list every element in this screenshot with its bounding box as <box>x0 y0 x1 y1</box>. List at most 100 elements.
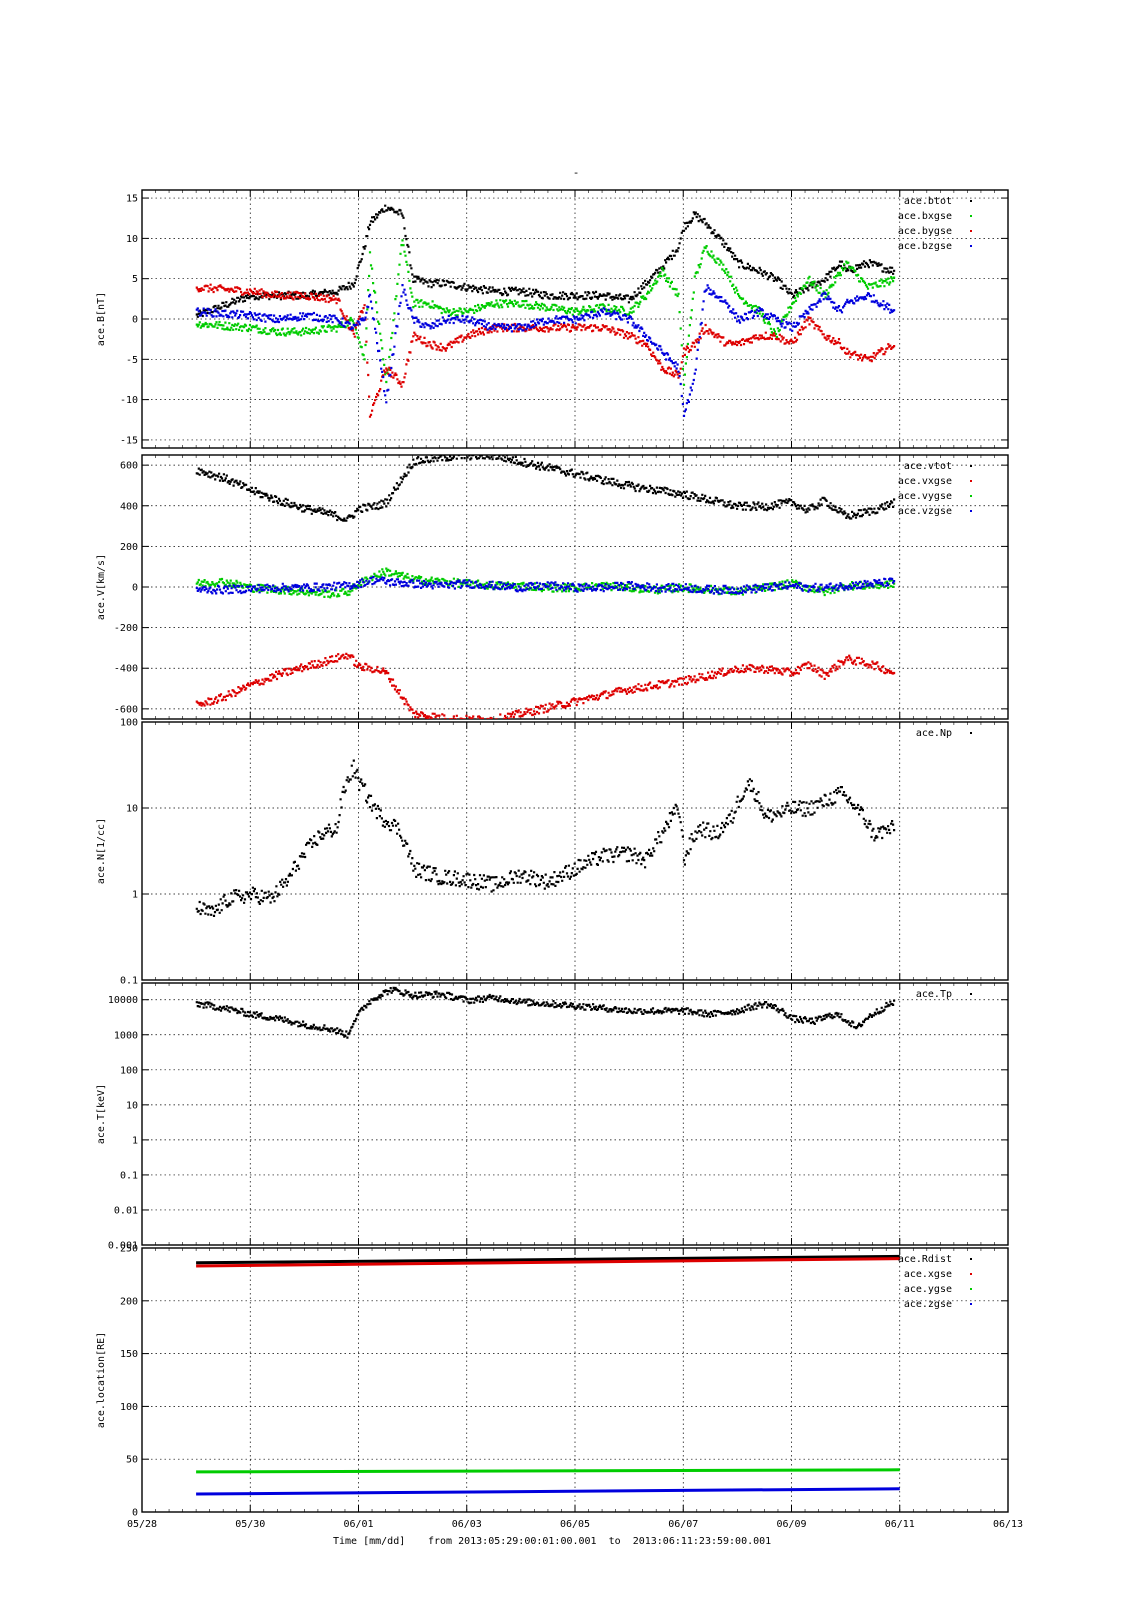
y-tick-label: 150 <box>120 1349 138 1360</box>
series-ace.Rdist <box>196 1254 900 1265</box>
x-tick-label: 06/03 <box>452 1519 482 1530</box>
x-tick-label: 05/28 <box>127 1519 157 1530</box>
x-axis-label: Time [mm/dd] <box>333 1536 405 1547</box>
y-axis-label: ace.B[nT] <box>96 292 107 346</box>
legend-marker <box>970 1303 972 1305</box>
y-axis-label: ace.T[keV] <box>96 1084 107 1144</box>
series-ace.vtot <box>195 455 896 522</box>
y-tick-label: 1000 <box>114 1030 138 1041</box>
y-tick-label: 1 <box>132 1135 138 1146</box>
y-tick-label: 0.01 <box>114 1205 138 1216</box>
y-tick-label: 0.001 <box>108 1241 138 1252</box>
y-axis-label: ace.V[km/s] <box>96 554 107 620</box>
legend-marker <box>970 200 972 202</box>
x-tick-label: 06/05 <box>560 1519 590 1530</box>
legend-label: ace.Tp <box>916 989 952 1000</box>
y-tick-label: 400 <box>120 501 138 512</box>
y-tick-label: 50 <box>126 1455 138 1466</box>
y-tick-label: -15 <box>120 435 138 446</box>
series-ace.Np <box>195 759 896 917</box>
time-axis: 05/28 05/30 06/01 06/03 06/05 06/07 06/09 06/11… <box>127 1519 1023 1530</box>
legend-marker <box>970 480 972 482</box>
x-tick-label: 06/09 <box>776 1519 806 1530</box>
series-ace.zgse <box>196 1487 900 1496</box>
y-tick-label: 0.1 <box>120 976 138 987</box>
legend-label: ace.vtot <box>904 461 952 472</box>
legend-marker <box>970 245 972 247</box>
legend-marker <box>970 495 972 497</box>
legend-marker <box>970 510 972 512</box>
series-ace.Tp <box>195 986 896 1039</box>
panels: -15-10-5051015ace.B[nT]ace.btotace.bxgse… <box>96 189 1009 1519</box>
y-tick-label: 600 <box>120 461 138 472</box>
panel-T: 0.001 0.01 0.1 1 10 100 1000 10000 ace.T[keV] ace… <box>96 982 1009 1252</box>
y-tick-label: -200 <box>114 623 138 634</box>
y-tick-label: 0 <box>132 1508 138 1519</box>
legend-marker <box>970 1288 972 1290</box>
y-tick-label: 5 <box>132 274 138 285</box>
plot-area <box>195 204 896 418</box>
y-tick-label: 15 <box>126 194 138 205</box>
plot-area <box>195 759 896 917</box>
series-ace.vzgse <box>195 575 896 595</box>
x-tick-label: 05/30 <box>235 1519 265 1530</box>
legend-label: ace.vxgse <box>898 476 952 487</box>
series-ace.btot <box>195 204 896 318</box>
y-tick-label: 0 <box>132 583 138 594</box>
series-ace.bzgse <box>195 284 896 417</box>
legend-label: ace.ygse <box>904 1284 952 1295</box>
legend-label: ace.btot <box>904 196 952 207</box>
y-tick-label: -5 <box>126 355 138 366</box>
panel-loc: 0 50 100 150 200 250 ace.location[RE] ace.Rdist… <box>96 1244 1009 1519</box>
legend-label: ace.zgse <box>904 1299 952 1310</box>
x-tick-label: 06/13 <box>993 1519 1023 1530</box>
y-tick-label: 10000 <box>108 995 138 1006</box>
plot-area <box>195 455 896 719</box>
y-tick-label: 0.1 <box>120 1170 138 1181</box>
panel-V: -600 -400 -200 0 200 400 600 ace.V[km/s] ace.vto… <box>96 454 1009 720</box>
legend-label: ace.bzgse <box>898 241 952 252</box>
plot-area <box>196 1254 900 1496</box>
legend-marker <box>970 215 972 217</box>
y-tick-label: -10 <box>120 395 138 406</box>
y-axis-label: ace.N[1/cc] <box>96 818 107 884</box>
y-tick-label: 0 <box>132 315 138 326</box>
y-tick-label: 200 <box>120 1296 138 1307</box>
y-tick-label: 250 <box>120 1244 138 1255</box>
legend-marker <box>970 230 972 232</box>
y-tick-label: 100 <box>120 718 138 729</box>
series-ace.ygse <box>196 1468 900 1474</box>
legend-label: ace.Np <box>916 728 952 739</box>
x-tick-label: 06/07 <box>668 1519 698 1530</box>
y-tick-label: -400 <box>114 664 138 675</box>
legend-marker <box>970 732 972 734</box>
x-tick-label: 06/11 <box>885 1519 915 1530</box>
series-ace.xgse <box>196 1257 900 1268</box>
x-tick-label: 06/01 <box>343 1519 373 1530</box>
series-ace.vxgse <box>195 652 896 719</box>
legend-marker <box>970 465 972 467</box>
legend-label: ace.xgse <box>904 1269 952 1280</box>
panel-B: -15 -10 -5 0 5 10 15 ace.B[nT] ace.btot ace.bxgse… <box>96 189 1009 449</box>
y-tick-label: 10 <box>126 234 138 245</box>
legend-label: ace.bxgse <box>898 211 952 222</box>
legend-marker <box>970 1273 972 1275</box>
y-tick-label: 10 <box>126 1100 138 1111</box>
time-range-text: from 2013:05:29:00:01:00.001 to 2013:06:… <box>428 1536 771 1547</box>
figure-title: - <box>573 166 580 179</box>
series-ace.bxgse <box>195 239 896 386</box>
y-tick-label: 10 <box>126 804 138 815</box>
y-tick-label: 1 <box>132 890 138 901</box>
y-tick-label: 200 <box>120 542 138 553</box>
y-tick-label: -600 <box>114 704 138 715</box>
legend-label: ace.vygse <box>898 491 952 502</box>
y-axis-label: ace.location[RE] <box>96 1332 107 1428</box>
panel-frame <box>141 721 1009 981</box>
legend-label: ace.Rdist <box>898 1254 952 1265</box>
legend-label: ace.vzgse <box>898 506 952 517</box>
plot-area <box>195 986 896 1039</box>
y-tick-label: 100 <box>120 1402 138 1413</box>
series-ace.bygse <box>195 283 896 418</box>
legend-marker <box>970 1258 972 1260</box>
